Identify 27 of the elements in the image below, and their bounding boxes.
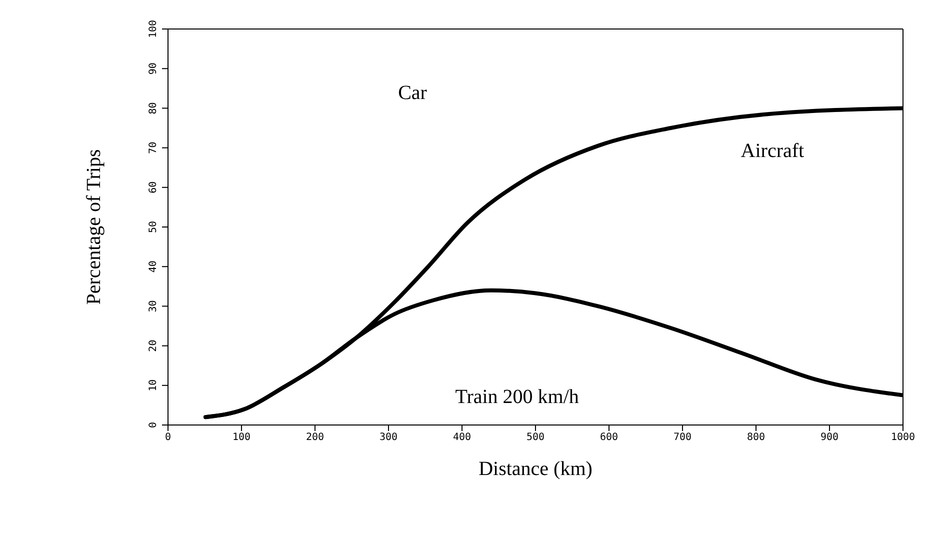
x-tick-label: 300 <box>379 432 398 444</box>
x-tick-label: 0 <box>164 432 172 444</box>
y-tick-label: 40 <box>148 260 159 273</box>
x-axis-title: Distance (km) <box>478 458 592 480</box>
y-tick-label: 10 <box>148 379 159 392</box>
y-axis-title: Percentage of Trips <box>83 149 106 305</box>
y-tick-label: 100 <box>148 20 159 38</box>
y-tick-label: 20 <box>148 340 159 352</box>
x-tick-label: 400 <box>452 432 472 444</box>
y-tick-label: 90 <box>148 62 159 75</box>
x-tick-label: 100 <box>232 432 251 444</box>
x-tick-label: 500 <box>526 432 545 444</box>
x-tick-label: 600 <box>600 432 618 444</box>
x-tick-label: 1000 <box>890 432 916 444</box>
x-tick-label: 700 <box>673 432 692 444</box>
y-tick-label: 30 <box>148 300 159 312</box>
x-tick-label: 200 <box>306 432 324 444</box>
y-tick-label: 0 <box>148 422 159 428</box>
y-tick-label: 60 <box>148 181 159 194</box>
x-tick-label: 800 <box>746 432 766 444</box>
x-tick-label: 900 <box>820 432 839 444</box>
y-tick-label: 50 <box>148 220 159 234</box>
y-tick-label: 80 <box>148 102 159 114</box>
annotation: Train 200 km/h <box>455 386 579 409</box>
annotation: Car <box>398 82 427 105</box>
annotation: Aircraft <box>740 140 804 163</box>
y-tick-label: 70 <box>148 142 159 154</box>
